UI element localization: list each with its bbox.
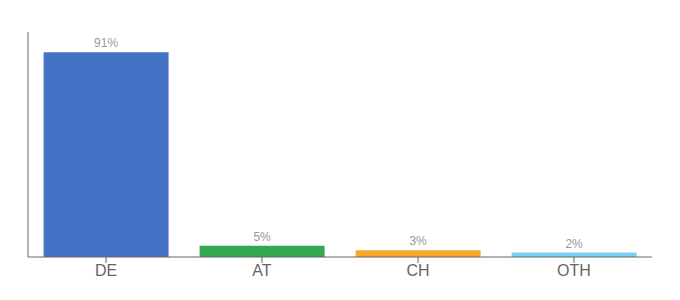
svg-text:OTH: OTH [557,262,591,279]
svg-text:DE: DE [95,262,117,279]
svg-text:CH: CH [406,262,429,279]
svg-text:91%: 91% [94,36,118,50]
svg-text:AT: AT [252,262,271,279]
svg-text:3%: 3% [409,234,427,248]
svg-text:5%: 5% [253,230,271,244]
svg-text:2%: 2% [565,237,583,251]
